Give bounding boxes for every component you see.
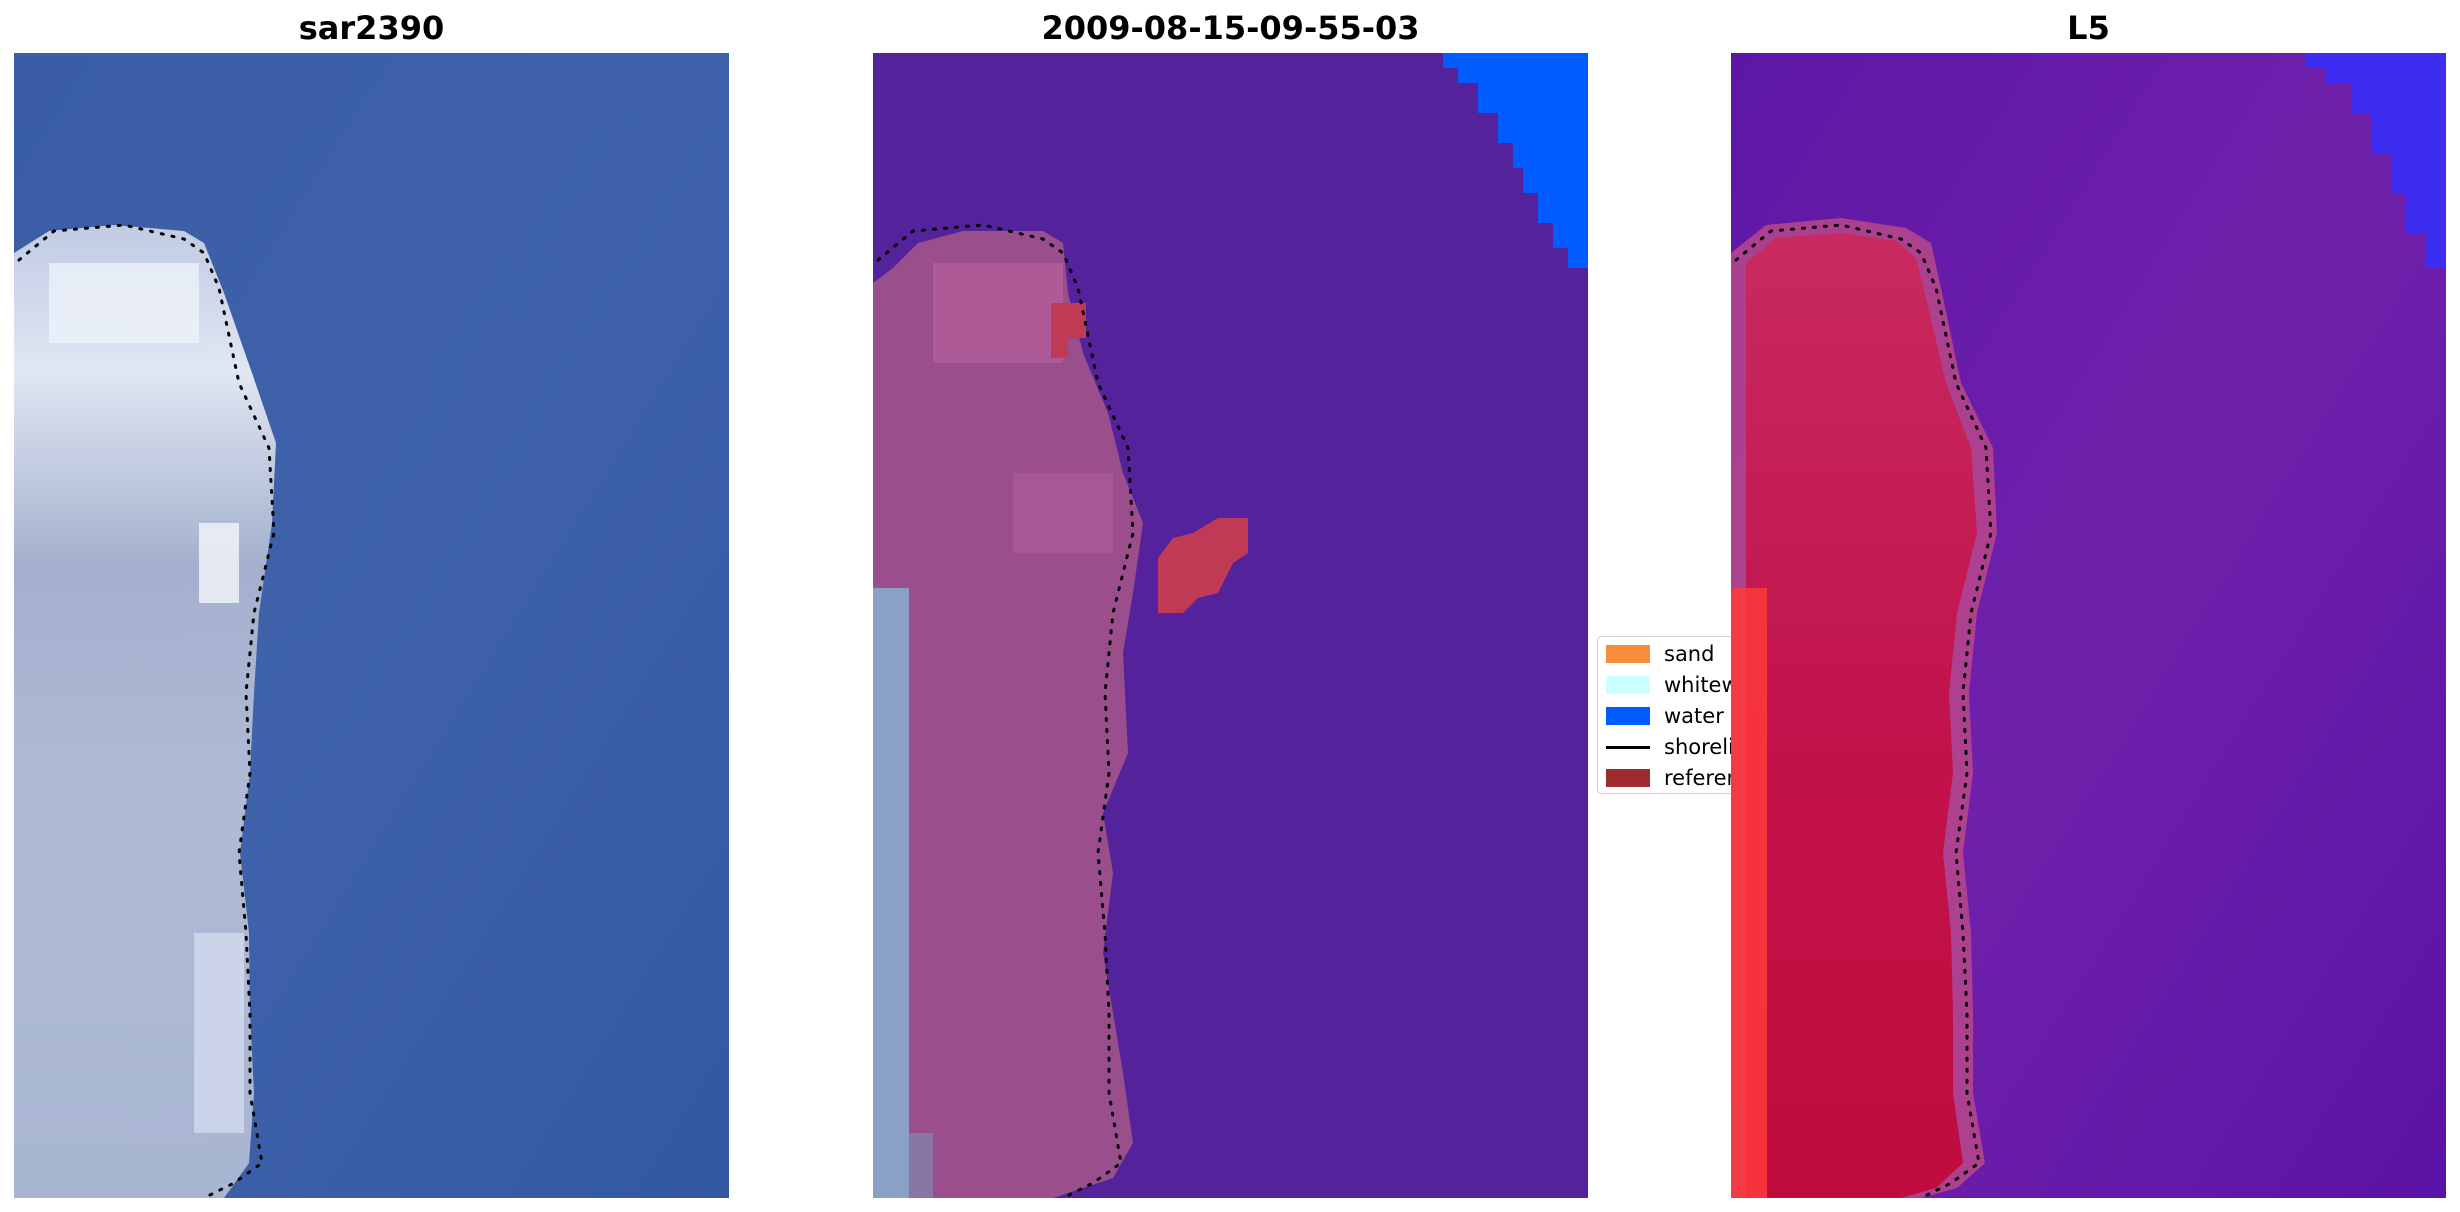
rgb-image-panel	[14, 53, 729, 1198]
whitewater-swatch	[1606, 676, 1650, 694]
land-class-area	[873, 231, 1143, 1198]
land-area	[1746, 233, 1977, 1198]
panel-title-rgb: sar2390	[298, 9, 445, 47]
reference-shoreline-patch	[1051, 303, 1086, 358]
legend: sand whitewater water shoreline referenc…	[1597, 636, 1737, 794]
land-class-area	[909, 1133, 933, 1198]
legend-label: water	[1664, 704, 1724, 728]
panel-title-mndwi: L5	[2067, 9, 2110, 47]
legend-label: reference shoreline	[1664, 766, 1736, 790]
mndwi-image-panel	[1731, 53, 2446, 1198]
shoreline	[17, 223, 276, 1198]
mndwi-image	[1731, 53, 2446, 1198]
classified-image-panel	[873, 53, 1588, 1198]
deep-water-area	[1443, 53, 1588, 268]
land-highlight	[933, 263, 1063, 363]
water-swatch	[1606, 707, 1650, 725]
bright-patch	[199, 523, 239, 603]
shoreline	[876, 223, 1135, 1198]
whitewater-area	[873, 588, 909, 1198]
panel-title-classified: 2009-08-15-09-55-03	[1041, 9, 1420, 47]
legend-item-sand: sand	[1606, 641, 1714, 667]
legend-item-water: water	[1606, 703, 1724, 729]
legend-item-reference-shoreline: reference shoreline	[1606, 765, 1736, 791]
sand-swatch	[1606, 645, 1650, 663]
rgb-image	[14, 53, 729, 1198]
legend-item-shoreline: shoreline	[1606, 734, 1736, 760]
legend-item-whitewater: whitewater	[1606, 672, 1737, 698]
legend-label: sand	[1664, 642, 1715, 666]
shoreline	[1734, 223, 1993, 1198]
bright-patch	[49, 263, 199, 343]
land-highlight	[1013, 473, 1113, 553]
classified-image	[873, 53, 1588, 1198]
legend-label: whitewater	[1664, 673, 1737, 697]
deep-water-area	[2306, 53, 2446, 268]
legend-label: shoreline	[1664, 735, 1736, 759]
reference-shoreline-swatch	[1606, 769, 1650, 787]
high-index-edge	[1731, 588, 1767, 1198]
shoreline-line-icon	[1606, 738, 1650, 756]
reference-shoreline-patch	[1158, 518, 1248, 613]
bright-patch	[194, 933, 244, 1133]
